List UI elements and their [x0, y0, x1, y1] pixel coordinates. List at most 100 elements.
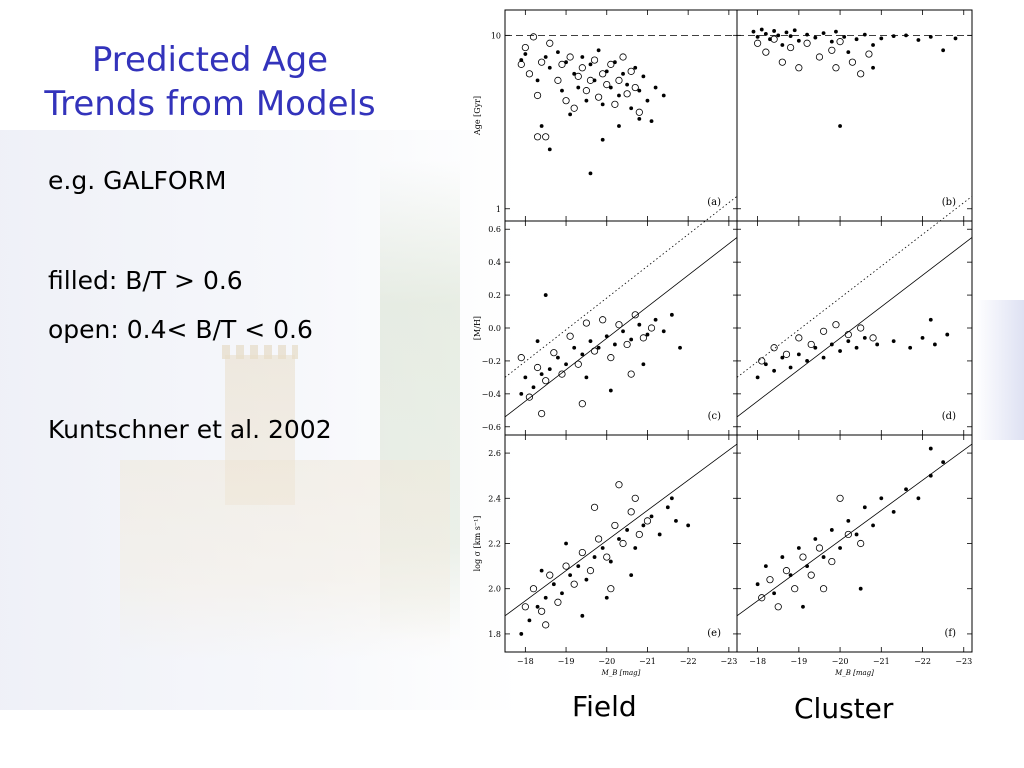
y-tick-label: −0.4 — [482, 390, 501, 399]
x-tick-label: −21 — [873, 657, 890, 666]
filled-point — [776, 33, 781, 38]
open-point — [611, 100, 619, 108]
filled-point — [535, 339, 540, 344]
y-tick-label: 1.8 — [488, 630, 501, 639]
open-point — [795, 334, 803, 342]
open-point — [538, 409, 546, 418]
filled-point — [669, 496, 674, 501]
filled-point — [821, 31, 826, 36]
open-point — [554, 598, 562, 606]
filled-point — [879, 496, 884, 501]
filled-point — [871, 523, 875, 528]
filled-point — [543, 55, 548, 59]
filled-point — [535, 604, 540, 609]
x-tick-label: −20 — [598, 657, 615, 666]
filled-point — [953, 36, 958, 41]
reference-dotted-line — [504, 195, 738, 378]
filled-point — [945, 332, 950, 337]
y-tick-label: 0.6 — [488, 225, 501, 234]
filled-point — [904, 487, 908, 492]
y-tick-label: 2.6 — [488, 449, 501, 458]
filled-point — [608, 388, 613, 393]
open-point — [791, 585, 799, 593]
filled-point — [904, 33, 908, 38]
filled-point — [928, 317, 933, 322]
filled-point — [801, 604, 805, 609]
filled-point — [617, 124, 621, 128]
filled-point — [633, 546, 638, 550]
filled-point — [928, 446, 933, 451]
filled-point — [637, 322, 642, 327]
filled-point — [621, 329, 625, 334]
filled-point — [796, 352, 801, 357]
open-point — [517, 60, 525, 68]
open-point — [611, 521, 619, 530]
filled-point — [862, 335, 867, 340]
filled-point — [838, 349, 842, 353]
open-point — [774, 603, 782, 611]
open-point — [595, 93, 603, 101]
open-point — [570, 580, 578, 588]
filled-point — [813, 345, 818, 350]
filled-point — [755, 34, 760, 39]
filled-point — [539, 124, 544, 128]
filled-point — [846, 339, 851, 344]
open-point — [562, 562, 570, 570]
filled-point — [928, 473, 933, 478]
filled-point — [588, 339, 593, 344]
filled-point — [780, 355, 785, 360]
open-point — [795, 64, 803, 72]
filled-point — [539, 372, 544, 376]
filled-point — [821, 355, 826, 360]
open-point — [635, 108, 643, 116]
open-point — [533, 363, 542, 372]
filled-point — [813, 35, 818, 40]
open-point — [607, 585, 615, 593]
open-point — [578, 548, 586, 557]
y-tick-label: −0.2 — [482, 357, 501, 366]
filled-point — [519, 391, 524, 396]
filled-point — [523, 52, 528, 56]
filled-point — [641, 74, 646, 79]
open-point — [627, 67, 635, 75]
filled-point — [661, 329, 666, 334]
filled-point — [604, 334, 609, 339]
y-tick-label: 2.0 — [488, 585, 501, 594]
open-point — [819, 327, 828, 335]
filled-point — [858, 586, 863, 591]
filled-point — [686, 523, 691, 528]
open-point — [599, 316, 607, 324]
open-point — [586, 567, 595, 575]
filled-point — [871, 43, 875, 47]
bullet-filled: filled: B/T > 0.6 — [48, 266, 243, 295]
filled-point — [600, 137, 605, 142]
filled-point — [645, 98, 650, 103]
filled-point — [543, 293, 548, 297]
x-axis-label: M_B [mag] — [834, 669, 874, 677]
open-point — [643, 517, 652, 525]
filled-point — [891, 339, 896, 344]
filled-point — [637, 88, 642, 93]
open-point — [554, 76, 562, 84]
y-axis-label: log σ [km s⁻¹] — [473, 516, 482, 572]
open-point — [603, 80, 611, 89]
open-point — [590, 503, 599, 511]
open-point — [599, 70, 607, 78]
filled-point — [564, 541, 568, 546]
filled-point — [805, 359, 809, 363]
filled-point — [568, 112, 573, 117]
filled-point — [932, 342, 937, 347]
caption-field: Field — [572, 690, 637, 723]
x-tick-label: −18 — [517, 657, 534, 666]
filled-point — [891, 34, 896, 38]
filled-point — [854, 37, 859, 42]
filled-point — [792, 28, 797, 33]
filled-point — [661, 93, 666, 98]
open-point — [542, 621, 550, 629]
filled-point — [556, 50, 560, 55]
filled-point — [621, 71, 625, 76]
filled-point — [560, 88, 564, 93]
filled-point — [854, 532, 859, 537]
open-point — [857, 539, 865, 548]
filled-point — [633, 65, 638, 70]
